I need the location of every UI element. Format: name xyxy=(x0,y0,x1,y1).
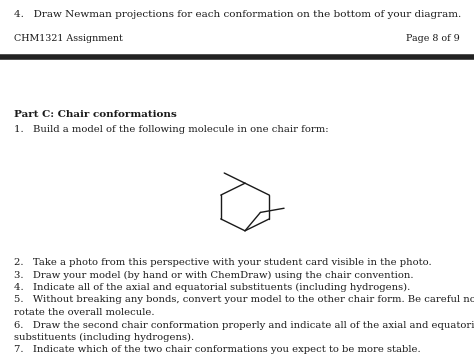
Text: 6.   Draw the second chair conformation properly and indicate all of the axial a: 6. Draw the second chair conformation pr… xyxy=(14,320,474,330)
Text: rotate the overall molecule.: rotate the overall molecule. xyxy=(14,308,155,317)
Text: Page 8 of 9: Page 8 of 9 xyxy=(406,34,460,43)
Text: 3.   Draw your model (by hand or with ChemDraw) using the chair convention.: 3. Draw your model (by hand or with Chem… xyxy=(14,270,413,280)
Text: substituents (including hydrogens).: substituents (including hydrogens). xyxy=(14,333,194,342)
Text: 4.   Indicate all of the axial and equatorial substituents (including hydrogens): 4. Indicate all of the axial and equator… xyxy=(14,283,410,292)
Text: 4.   Draw Newman projections for each conformation on the bottom of your diagram: 4. Draw Newman projections for each conf… xyxy=(14,10,461,19)
Text: 2.   Take a photo from this perspective with your student card visible in the ph: 2. Take a photo from this perspective wi… xyxy=(14,258,432,267)
Text: 5.   Without breaking any bonds, convert your model to the other chair form. Be : 5. Without breaking any bonds, convert y… xyxy=(14,296,474,304)
Text: Part C: Chair conformations: Part C: Chair conformations xyxy=(14,110,177,119)
Text: 1.   Build a model of the following molecule in one chair form:: 1. Build a model of the following molecu… xyxy=(14,125,328,134)
Text: 7.   Indicate which of the two chair conformations you expect to be more stable.: 7. Indicate which of the two chair confo… xyxy=(14,346,420,354)
Text: CHM1321 Assignment: CHM1321 Assignment xyxy=(14,34,123,43)
